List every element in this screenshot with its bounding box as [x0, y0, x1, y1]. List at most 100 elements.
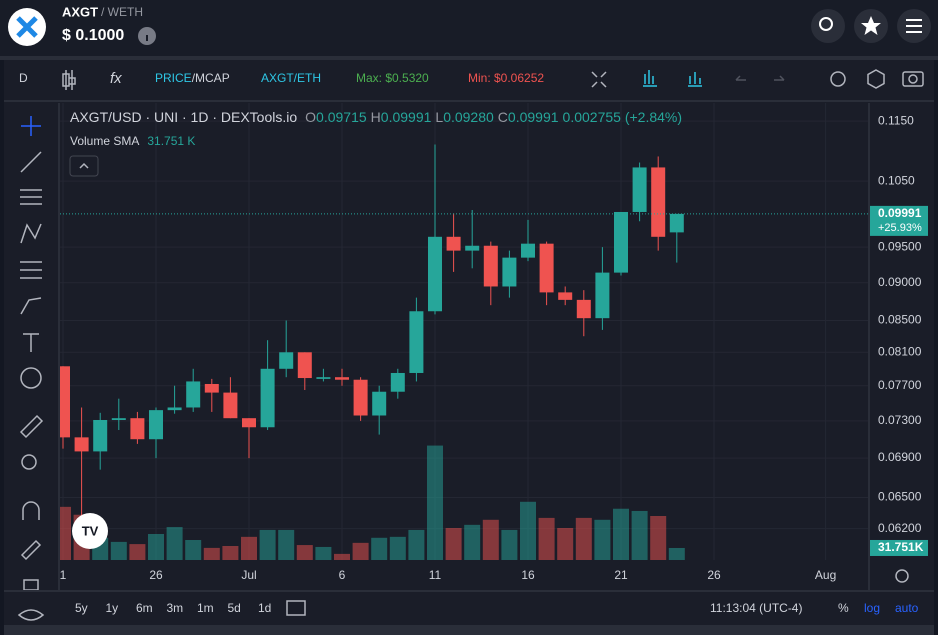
volume-legend: Volume SMA 31.751 K — [70, 134, 195, 148]
candle-body — [539, 243, 554, 293]
x-tick-label: 26 — [707, 568, 721, 582]
legend: AXGT/USD · UNI · 1D · DEXTools.io O0.0971… — [70, 109, 682, 125]
max-price: Max: $0.5320 — [356, 71, 429, 85]
volume-bar — [445, 528, 462, 560]
magnet-tool[interactable] — [22, 501, 40, 520]
high-label: H — [371, 109, 381, 125]
price-toggle[interactable]: PRICE — [155, 71, 192, 85]
volume-bar — [594, 519, 611, 560]
candle-body — [576, 299, 591, 319]
candle-body — [409, 311, 424, 373]
camera-lens — [908, 74, 918, 84]
range-button[interactable]: 5y — [75, 601, 88, 615]
pair-toggle[interactable]: AXGT/ETH — [261, 71, 321, 85]
date-range-icon[interactable] — [286, 600, 306, 616]
lock-draw-tool[interactable] — [20, 539, 42, 561]
candle-body — [279, 352, 294, 369]
trades-icon[interactable] — [688, 72, 702, 87]
search-button[interactable] — [811, 9, 845, 43]
candle-body — [595, 272, 610, 319]
candle-body — [204, 383, 219, 393]
volume-bar — [203, 547, 220, 560]
candle-body — [502, 257, 517, 287]
y-tick-label: 0.06900 — [878, 450, 922, 464]
volume-bar — [575, 517, 592, 560]
range-button[interactable]: 6m — [136, 601, 153, 615]
range-button[interactable]: 5d — [228, 601, 241, 615]
candle-body — [316, 377, 331, 379]
candle-body — [74, 437, 89, 452]
crosshair-tool[interactable] — [21, 116, 41, 136]
fullscreen-icon[interactable] — [591, 71, 607, 88]
candle-body — [223, 392, 238, 419]
candle-body — [483, 245, 498, 287]
collapse-button[interactable] — [69, 155, 99, 177]
candle-body — [242, 418, 256, 428]
range-button[interactable]: 1m — [197, 601, 214, 615]
camera-icon[interactable] — [902, 71, 924, 87]
visibility-tool[interactable] — [17, 609, 45, 621]
indicators-icon[interactable]: fx — [110, 70, 122, 87]
volume-bar — [631, 510, 648, 560]
volume-bar — [464, 524, 481, 560]
text-tool[interactable] — [23, 333, 39, 352]
low-label: L — [435, 109, 443, 125]
fib-tool[interactable] — [20, 189, 42, 205]
volume-bar — [371, 537, 388, 560]
volume-icon[interactable] — [643, 70, 657, 87]
bottom-separator — [4, 590, 934, 592]
volume-bar — [241, 536, 257, 560]
candle-body — [297, 352, 312, 379]
trendline-tool[interactable] — [20, 151, 42, 173]
volume-bar — [166, 527, 183, 560]
zoom-tool[interactable] — [21, 454, 37, 470]
range-button[interactable]: 1d — [258, 601, 271, 615]
mcap-toggle[interactable]: /MCAP — [192, 71, 230, 85]
volume-bar — [538, 517, 555, 560]
last-volume-label: 31.751K — [878, 540, 924, 554]
brush-tool[interactable] — [20, 297, 42, 315]
volume-bar — [334, 553, 350, 560]
last-change-label: +25.93% — [878, 222, 922, 234]
last-price-label: 0.09991 — [878, 206, 922, 220]
percent-toggle[interactable]: % — [838, 601, 849, 615]
interval[interactable]: D — [19, 71, 28, 85]
replay-icon[interactable] — [830, 71, 846, 87]
logo-mark — [16, 16, 38, 38]
candle-body — [390, 372, 405, 392]
bottom-bar: 5y 1y 6m 3m 1m 5d 1d — [75, 601, 271, 615]
x-tick-label: Jul — [241, 568, 256, 582]
search-icon — [819, 17, 833, 31]
price-axis-border — [868, 103, 870, 590]
range-button[interactable]: 3m — [167, 601, 184, 615]
y-tick-label: 0.1150 — [878, 113, 914, 127]
candle-body — [60, 366, 70, 438]
price-mcap[interactable]: PRICE/MCAP — [155, 71, 230, 85]
volume-bar — [259, 529, 276, 560]
projection-tool[interactable] — [20, 261, 42, 279]
settings-icon[interactable] — [867, 69, 885, 89]
y-tick-label: 0.08500 — [878, 313, 922, 327]
last-price-box — [870, 205, 928, 236]
tv-logo[interactable] — [72, 513, 108, 549]
y-tick-label: 0.1050 — [878, 173, 915, 187]
volume-bar — [501, 529, 518, 560]
quote: / WETH — [101, 5, 143, 19]
log-toggle[interactable]: log — [864, 601, 880, 615]
icon-tool[interactable] — [20, 367, 42, 389]
symbol: AXGT — [62, 4, 98, 19]
candle-body — [186, 381, 201, 408]
undo-redo[interactable] — [735, 75, 785, 81]
measure-tool[interactable] — [19, 414, 44, 439]
range-button[interactable]: 1y — [106, 601, 119, 615]
auto-toggle[interactable]: auto — [895, 601, 919, 615]
axis-settings[interactable] — [895, 569, 909, 583]
volume-bar — [129, 544, 146, 560]
resize-bar[interactable] — [4, 625, 934, 635]
candle-type-icon[interactable] — [62, 70, 76, 90]
y-tick-label: 0.07700 — [878, 378, 922, 392]
candle-body — [669, 213, 684, 233]
grid — [60, 103, 868, 560]
open-label: O — [305, 109, 316, 125]
pattern-tool[interactable] — [20, 223, 42, 244]
